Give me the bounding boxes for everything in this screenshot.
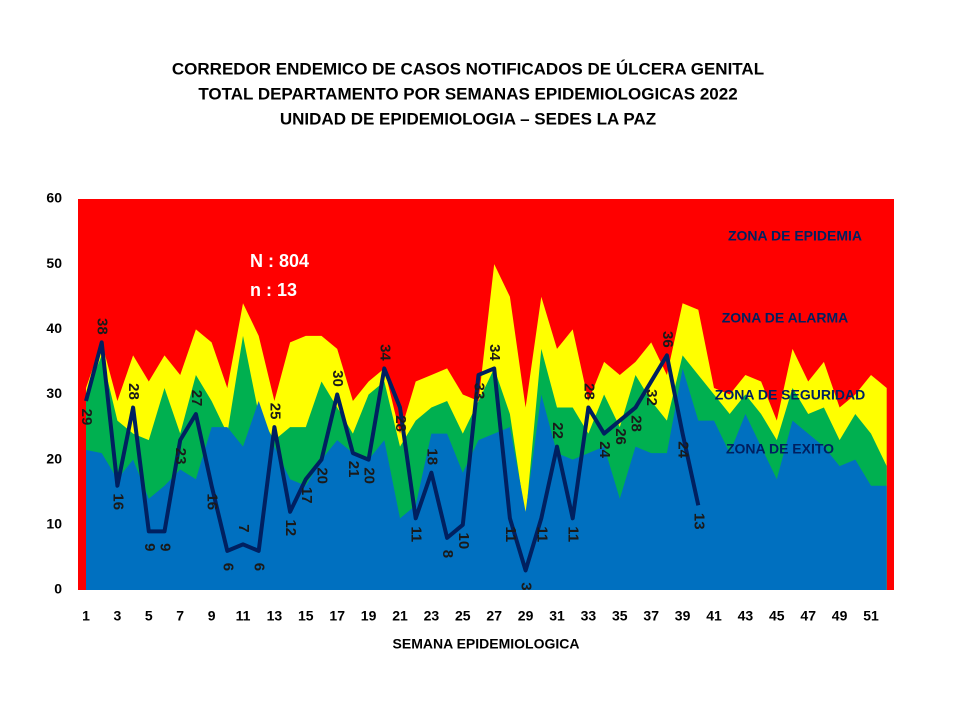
y-tick-label: 50 — [46, 255, 62, 271]
data-label: 11 — [565, 526, 582, 542]
x-tick-label: 41 — [706, 608, 722, 624]
cases-line — [84, 340, 701, 573]
data-label: 28 — [125, 383, 142, 400]
x-tick-label: 13 — [267, 608, 283, 624]
x-tick-label: 49 — [832, 608, 848, 624]
x-tick-label: 45 — [769, 608, 785, 624]
data-label: 16 — [204, 493, 221, 510]
x-tick-label: 43 — [738, 608, 754, 624]
data-label: 24 — [596, 441, 613, 458]
data-label: 28 — [628, 415, 645, 432]
x-tick-label: 19 — [361, 608, 377, 624]
data-label: 20 — [314, 467, 331, 484]
data-label: 10 — [455, 532, 472, 549]
y-tick-label: 30 — [46, 385, 62, 401]
data-label: 6 — [219, 563, 236, 571]
data-label: 11 — [502, 526, 519, 542]
data-label: 9 — [141, 543, 158, 551]
x-tick-label: 35 — [612, 608, 628, 624]
data-label: 24 — [675, 441, 692, 458]
x-tick-label: 11 — [236, 608, 251, 624]
annotation: n : 13 — [250, 280, 297, 300]
data-label: 6 — [251, 563, 268, 571]
x-tick-label: 29 — [518, 608, 534, 624]
x-tick-label: 3 — [114, 608, 122, 624]
data-label: 3 — [518, 582, 535, 590]
title-line: UNIDAD DE EPIDEMIOLOGIA – SEDES LA PAZ — [280, 109, 656, 128]
data-label: 9 — [157, 543, 174, 551]
data-label: 18 — [423, 448, 440, 465]
data-label: 27 — [188, 390, 205, 407]
x-tick-label: 51 — [863, 608, 879, 624]
x-tick-label: 25 — [455, 608, 471, 624]
y-tick-label: 0 — [54, 581, 62, 597]
x-tick-label: 17 — [329, 608, 345, 624]
y-tick-label: 40 — [46, 320, 62, 336]
x-tick-label: 31 — [549, 608, 565, 624]
data-label: 22 — [549, 422, 566, 439]
x-tick-label: 33 — [581, 608, 597, 624]
data-label: 26 — [612, 428, 629, 445]
x-tick-label: 9 — [208, 608, 216, 624]
data-label: 36 — [659, 331, 676, 348]
data-label: 7 — [235, 524, 252, 532]
data-label: 16 — [109, 493, 126, 510]
x-tick-label: 47 — [800, 608, 816, 624]
x-tick-label: 23 — [424, 608, 440, 624]
x-tick-label: 5 — [145, 608, 153, 624]
zone-label: ZONA DE EPIDEMIA — [728, 228, 862, 244]
zone-label: ZONA DE EXITO — [726, 441, 834, 457]
data-label: 32 — [643, 389, 660, 406]
data-label: 30 — [329, 370, 346, 387]
data-label: 20 — [361, 467, 378, 484]
x-tick-label: 27 — [486, 608, 502, 624]
title-line: TOTAL DEPARTAMENTO POR SEMANAS EPIDEMIOL… — [198, 84, 737, 103]
x-axis-label: SEMANA EPIDEMIOLOGICA — [393, 636, 580, 652]
data-label: 28 — [392, 415, 409, 432]
x-tick-label: 15 — [298, 608, 314, 624]
y-tick-label: 60 — [46, 190, 62, 206]
x-tick-label: 7 — [176, 608, 184, 624]
data-label: 23 — [172, 448, 189, 465]
title-line: CORREDOR ENDEMICO DE CASOS NOTIFICADOS D… — [172, 59, 764, 78]
data-label: 11 — [533, 526, 550, 542]
data-label: 28 — [580, 383, 597, 400]
data-label: 17 — [298, 487, 315, 504]
zone-label: ZONA DE SEGURIDAD — [715, 387, 865, 403]
data-label: 34 — [376, 344, 393, 361]
zone-area — [86, 368, 887, 590]
data-label: 34 — [486, 344, 503, 361]
y-tick-label: 20 — [46, 450, 62, 466]
x-tick-label: 37 — [643, 608, 659, 624]
y-tick-label: 10 — [46, 516, 62, 532]
x-tick-label: 39 — [675, 608, 691, 624]
data-label: 8 — [439, 550, 456, 558]
data-label: 11 — [408, 526, 425, 542]
data-label: 29 — [78, 409, 95, 426]
zone-label: ZONA DE ALARMA — [722, 310, 849, 326]
data-label: 38 — [94, 318, 111, 335]
x-tick-label: 21 — [392, 608, 408, 624]
data-label: 13 — [690, 513, 707, 530]
data-label: 33 — [471, 383, 488, 400]
x-tick-label: 1 — [82, 608, 90, 624]
data-label: 12 — [282, 519, 299, 536]
data-label: 21 — [345, 461, 362, 478]
annotation: N : 804 — [250, 251, 309, 271]
data-label: 25 — [266, 403, 283, 420]
